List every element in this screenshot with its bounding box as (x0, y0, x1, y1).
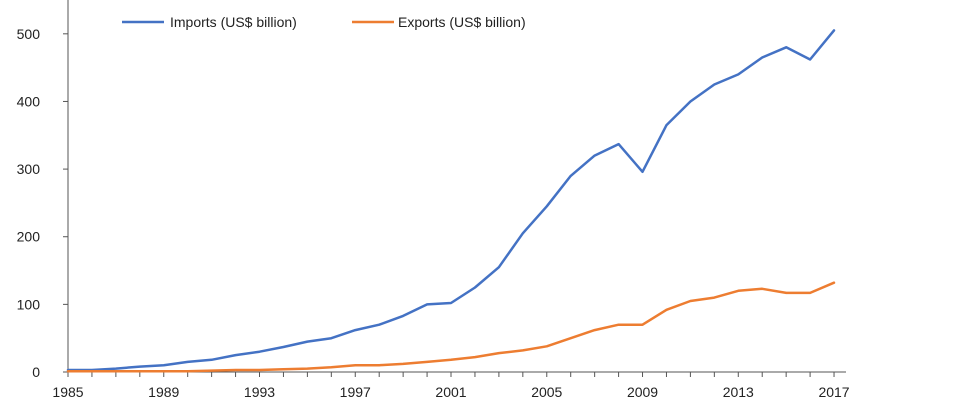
data-point (689, 100, 692, 103)
y-tick-label: 300 (17, 161, 41, 177)
data-point (593, 154, 596, 157)
data-point (186, 370, 189, 373)
data-point (163, 370, 165, 373)
data-point (115, 370, 117, 373)
data-point (402, 315, 404, 317)
data-point (474, 356, 476, 358)
data-point (258, 350, 261, 353)
data-point (426, 303, 428, 306)
data-point (569, 337, 572, 340)
data-point (282, 368, 285, 371)
data-point (186, 361, 189, 363)
data-point (593, 329, 596, 331)
y-tick-label: 500 (17, 26, 41, 42)
data-point (426, 361, 428, 363)
data-point (833, 29, 835, 32)
data-point (330, 337, 333, 340)
legend-label-imports: Imports (US$ billion) (170, 14, 297, 30)
y-tick-label: 200 (17, 229, 41, 245)
data-point (761, 56, 763, 59)
data-point (617, 323, 620, 326)
data-point (689, 300, 692, 302)
y-tick-label: 0 (32, 364, 40, 380)
x-tick-label: 2001 (435, 384, 466, 400)
data-point (234, 369, 237, 371)
data-point (809, 58, 811, 61)
data-point (354, 329, 357, 331)
data-point (306, 367, 309, 370)
data-point (785, 292, 787, 294)
data-point (139, 370, 141, 373)
data-point (282, 346, 285, 348)
series-line-0 (66, 29, 836, 372)
data-point (163, 364, 165, 367)
data-point (522, 232, 524, 235)
legend: Imports (US$ billion) Exports (US$ billi… (122, 14, 526, 30)
data-point (665, 124, 668, 126)
data-point (737, 290, 740, 292)
data-point (522, 349, 524, 352)
data-point (641, 323, 644, 326)
data-point (809, 292, 811, 294)
data-point (474, 286, 476, 289)
y-tick-label: 400 (17, 93, 41, 109)
data-point (833, 281, 835, 284)
data-point (498, 266, 500, 269)
data-point (641, 171, 644, 173)
data-point (713, 296, 716, 299)
x-axis: 1985 1989 1993 1997 2001 2005 2009 2013 2017 (52, 371, 850, 400)
data-point (546, 345, 548, 348)
y-axis: 0 100 200 300 400 500 (17, 0, 69, 380)
data-point (91, 370, 93, 373)
data-point (210, 359, 213, 361)
x-tick-label: 2017 (818, 384, 849, 400)
x-tick-label: 1993 (244, 384, 275, 400)
legend-label-exports: Exports (US$ billion) (398, 14, 526, 30)
series-line-1 (66, 281, 836, 373)
data-point (258, 369, 261, 371)
x-tick-label: 2009 (627, 384, 658, 400)
data-point (378, 364, 381, 367)
data-point (139, 365, 141, 368)
x-tick-label: 1989 (148, 384, 179, 400)
data-point (761, 288, 763, 290)
data-point (210, 369, 213, 372)
data-point (665, 309, 668, 311)
data-point (546, 205, 548, 208)
data-point (402, 363, 404, 365)
data-point (306, 340, 309, 343)
data-point (115, 367, 117, 370)
data-point (569, 175, 572, 177)
y-tick-label: 100 (17, 296, 41, 312)
data-point (378, 323, 381, 326)
data-point (713, 83, 716, 86)
x-tick-label: 1985 (52, 384, 83, 400)
x-tick-label: 2013 (723, 384, 754, 400)
data-point (450, 302, 452, 304)
data-point (785, 46, 787, 49)
data-point (67, 370, 69, 373)
data-point (737, 73, 740, 76)
x-tick-label: 1997 (340, 384, 371, 400)
data-point (330, 366, 333, 369)
series-lines (66, 29, 836, 373)
data-point (450, 359, 452, 361)
data-point (354, 364, 357, 367)
data-point (617, 143, 620, 145)
x-tick-label: 2005 (531, 384, 562, 400)
data-point (498, 352, 500, 354)
data-point (234, 354, 237, 356)
